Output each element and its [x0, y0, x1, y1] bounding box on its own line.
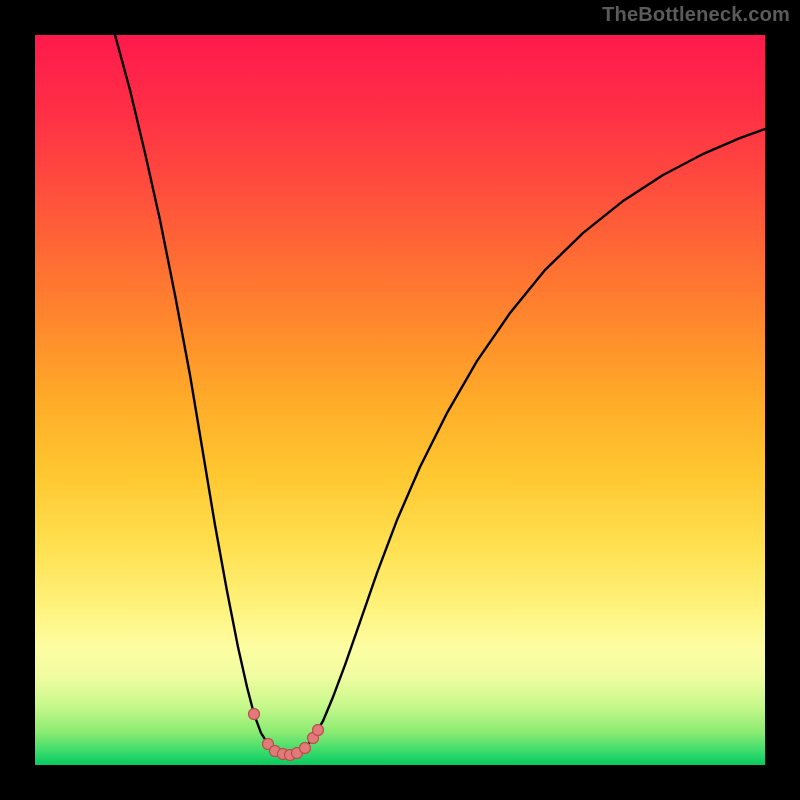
plot-background: [35, 35, 765, 765]
watermark-text: TheBottleneck.com: [602, 4, 790, 27]
bottleneck-chart: [0, 0, 800, 800]
chart-canvas: TheBottleneck.com: [0, 0, 800, 800]
data-marker: [300, 743, 311, 754]
data-marker: [249, 709, 260, 720]
data-marker: [313, 725, 324, 736]
